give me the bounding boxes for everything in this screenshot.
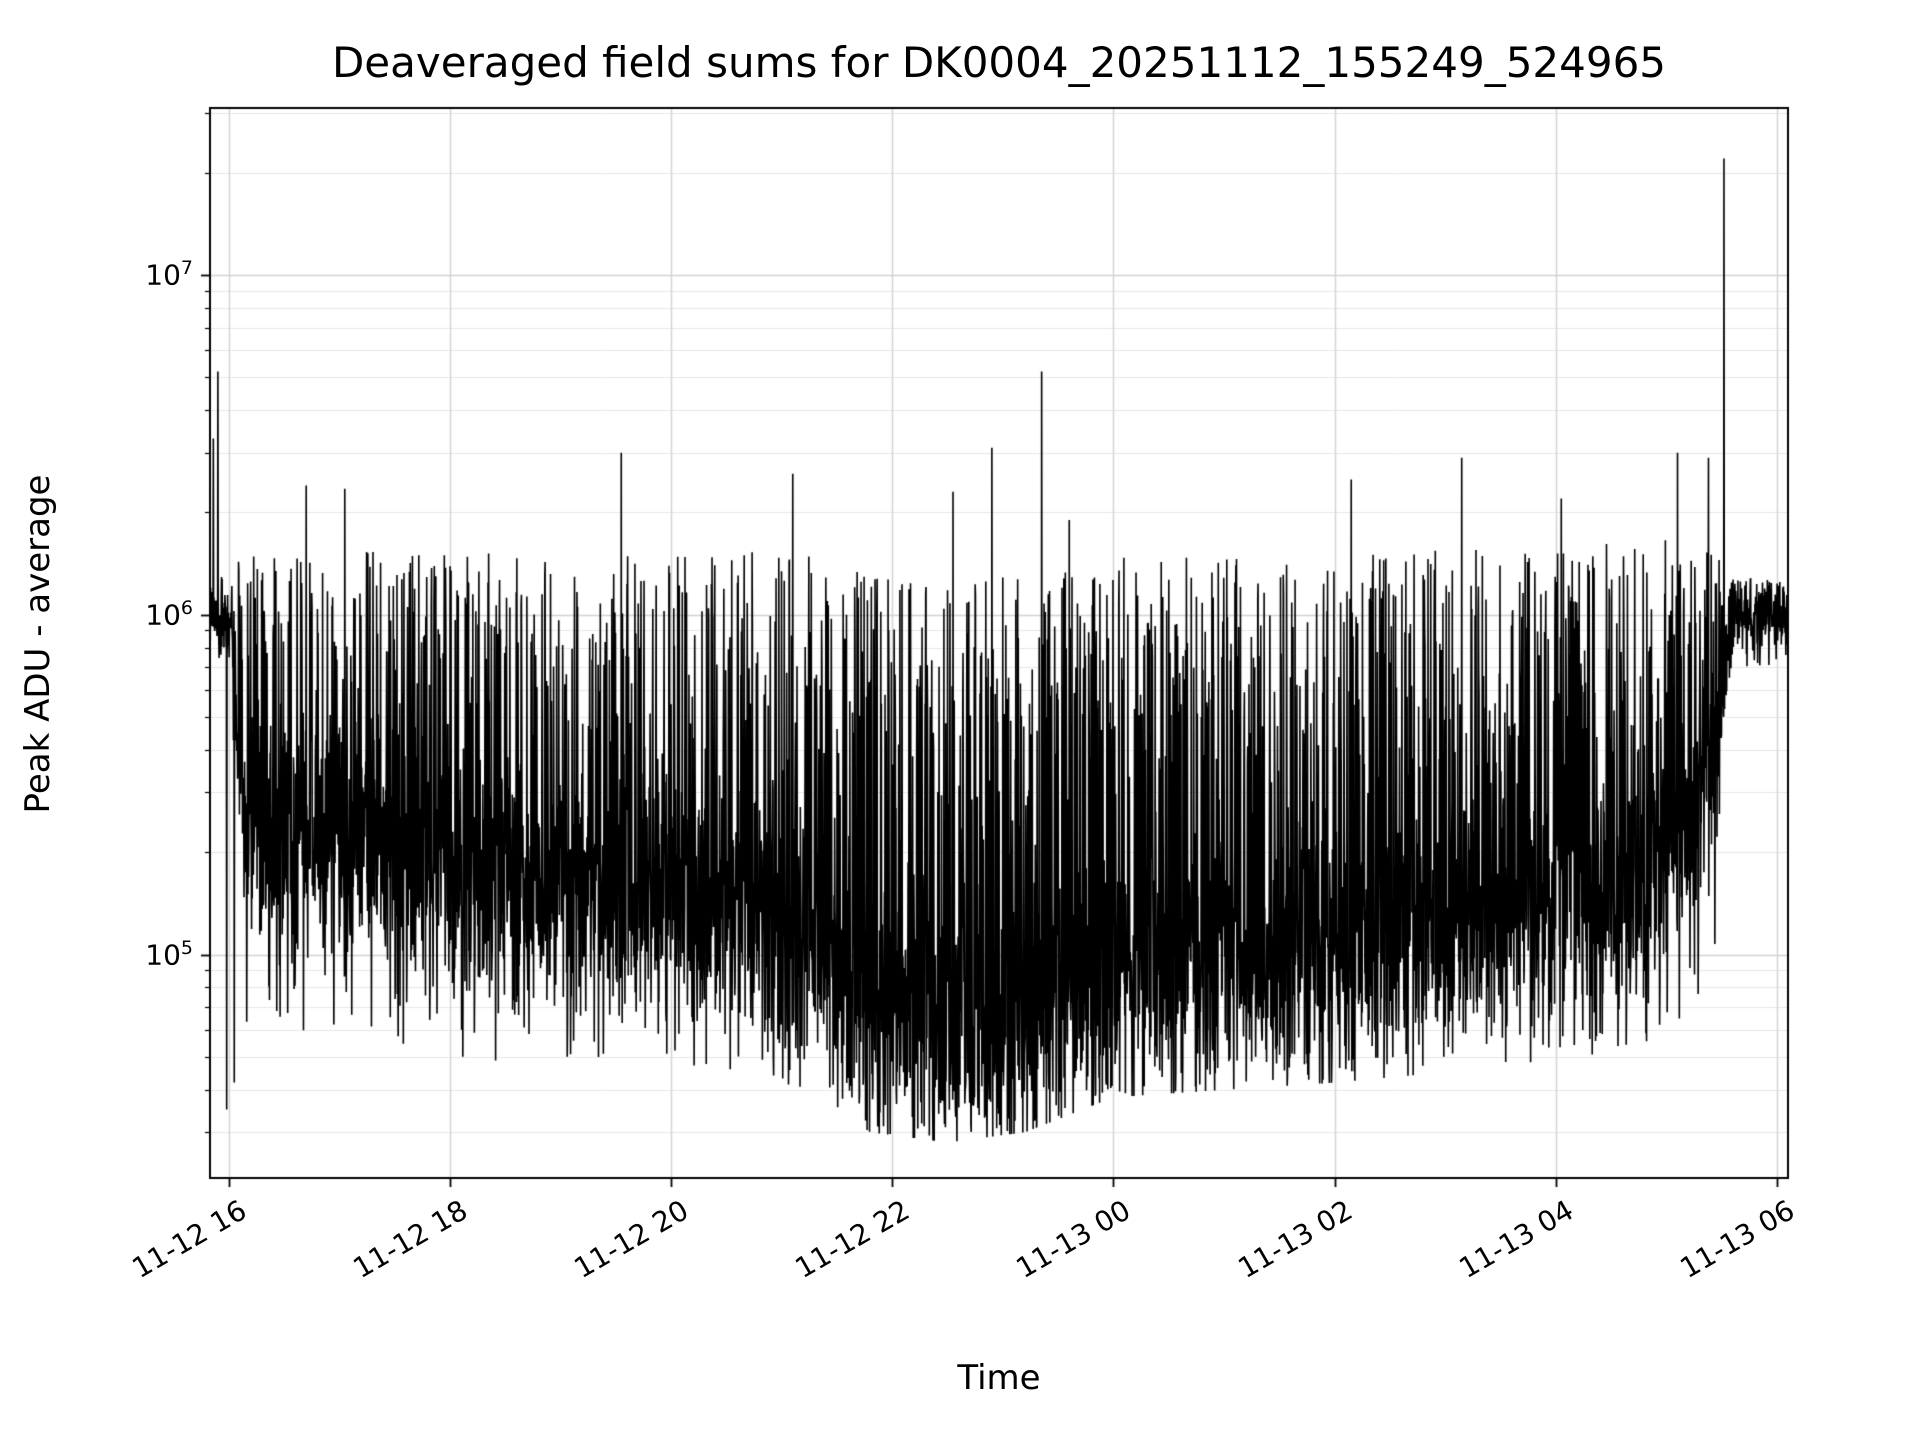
- y-tick-base: 10: [145, 598, 181, 632]
- y-tick-label: 105: [43, 936, 193, 971]
- chart-title: Deaveraged field sums for DK0004_2025111…: [331, 38, 1667, 87]
- y-tick-exponent: 7: [180, 256, 193, 279]
- y-tick-base: 10: [145, 937, 181, 971]
- y-axis-label: Peak ADU - average: [18, 474, 58, 814]
- y-tick-label: 106: [43, 596, 193, 632]
- y-tick-base: 10: [145, 258, 181, 292]
- y-tick-exponent: 6: [180, 596, 193, 619]
- y-tick-label: 107: [43, 256, 193, 292]
- y-tick-exponent: 5: [180, 936, 193, 959]
- x-axis-label: Time: [957, 1358, 1041, 1398]
